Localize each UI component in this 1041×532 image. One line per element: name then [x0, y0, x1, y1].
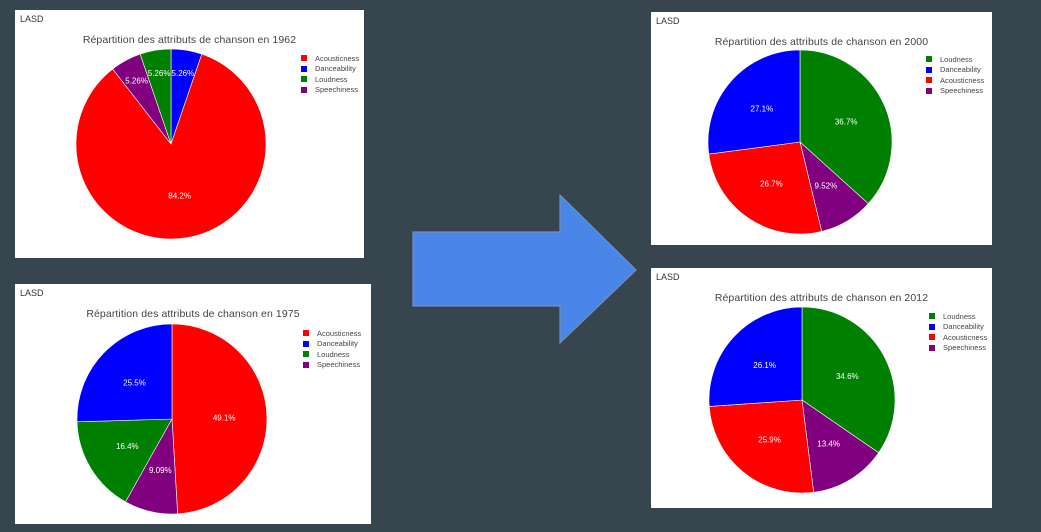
chart-title: Répartition des attributs de chanson en … — [714, 292, 929, 304]
app-label: LASD — [656, 272, 680, 282]
pie-label-speechiness: 9.09% — [149, 466, 172, 475]
legend: Acousticness Danceability Loudness Speec… — [301, 53, 359, 95]
legend-label: Danceability — [317, 339, 358, 349]
legend-item-danceability[interactable]: Danceability — [303, 339, 361, 350]
legend-item-speechiness[interactable]: Speechiness — [926, 86, 984, 97]
pie-label-acousticness: 26.7% — [760, 180, 783, 189]
pie-slice-acousticness[interactable] — [171, 323, 268, 515]
legend-swatch — [303, 330, 309, 337]
legend-label: Danceability — [315, 64, 356, 74]
legend-item-danceability[interactable]: Danceability — [301, 64, 359, 75]
legend-label: Speechiness — [317, 360, 360, 370]
legend-label: Acousticness — [315, 53, 360, 63]
pie-label-loudness: 5.26% — [148, 69, 171, 78]
legend-swatch — [303, 351, 309, 358]
pie-label-speechiness: 9.52% — [815, 182, 838, 191]
legend: Acousticness Danceability Loudness Speec… — [303, 328, 361, 370]
right-arrow-icon — [412, 194, 637, 345]
pie-chart-2000: 36.7% 9.52% 26.7% 27.1% — [707, 49, 893, 235]
legend: Loudness Danceability Acousticness Speec… — [929, 311, 987, 353]
chart-panel-1975: LASD Répartition des attributs de chanso… — [15, 284, 371, 524]
legend-swatch — [301, 65, 307, 72]
pie-label-acousticness: 25.9% — [758, 436, 781, 445]
pie-chart-1975: 49.1% 9.09% 16.4% 25.5% — [76, 323, 268, 515]
legend-item-speechiness[interactable]: Speechiness — [303, 360, 361, 371]
legend-item-speechiness[interactable]: Speechiness — [301, 85, 359, 96]
chart-panel-2012: LASD Répartition des attributs de chanso… — [651, 268, 992, 508]
app-label: LASD — [656, 16, 680, 26]
app-label: LASD — [20, 14, 44, 24]
pie-slice-acousticness[interactable] — [75, 53, 267, 240]
legend-item-danceability[interactable]: Danceability — [929, 322, 987, 333]
pie-slice-loudness[interactable] — [799, 49, 893, 205]
legend-item-speechiness[interactable]: Speechiness — [929, 343, 987, 354]
pie-chart-2012: 34.6% 13.4% 25.9% 26.1% — [708, 306, 896, 494]
pie-label-loudness: 34.6% — [836, 372, 859, 381]
pie-label-speechiness: 5.26% — [125, 77, 148, 86]
legend-item-acousticness[interactable]: Acousticness — [926, 75, 984, 86]
legend-label: Loudness — [317, 349, 350, 359]
pie-label-acousticness: 49.1% — [213, 414, 236, 423]
pie-slice-loudness[interactable] — [801, 306, 896, 454]
legend-item-acousticness[interactable]: Acousticness — [303, 328, 361, 339]
legend-swatch — [929, 344, 935, 351]
legend: Loudness Danceability Acousticness Speec… — [926, 54, 984, 96]
legend-swatch — [926, 77, 932, 84]
legend-label: Acousticness — [940, 75, 985, 85]
pie-slice-acousticness[interactable] — [708, 399, 814, 494]
legend-swatch — [301, 55, 307, 62]
pie-slice-speechiness[interactable] — [801, 399, 880, 493]
legend-item-loudness[interactable]: Loudness — [301, 74, 359, 85]
pie-slice-danceability[interactable] — [708, 306, 803, 407]
legend-swatch — [301, 86, 307, 93]
chart-title: Répartition des attributs de chanson en … — [714, 36, 929, 48]
chart-title: Répartition des attributs de chanson en … — [82, 34, 297, 46]
legend-label: Speechiness — [315, 85, 358, 95]
pie-label-danceability: 27.1% — [751, 105, 774, 114]
chart-panel-1962: LASD Répartition des attributs de chanso… — [15, 10, 364, 258]
pie-label-danceability: 5.26% — [172, 69, 195, 78]
legend-swatch — [926, 66, 932, 73]
legend-label: Acousticness — [317, 328, 362, 338]
pie-label-acousticness: 84.2% — [168, 192, 191, 201]
pie-slice-loudness[interactable] — [76, 418, 173, 503]
legend-label: Loudness — [943, 311, 976, 321]
legend-swatch — [303, 361, 309, 368]
chart-panel-2000: LASD Répartition des attributs de chanso… — [651, 12, 992, 245]
legend-label: Danceability — [940, 65, 981, 75]
pie-slice-acousticness[interactable] — [708, 141, 823, 235]
legend-item-loudness[interactable]: Loudness — [929, 311, 987, 322]
legend-item-acousticness[interactable]: Acousticness — [301, 53, 359, 64]
pie-chart-1962: 5.26%84.2%5.26%5.26% — [75, 48, 267, 240]
pie-label-loudness: 36.7% — [835, 118, 858, 127]
legend-swatch — [929, 313, 935, 320]
pie-slice-loudness[interactable] — [139, 48, 172, 145]
legend-label: Speechiness — [940, 86, 983, 96]
pie-slice-danceability[interactable] — [76, 323, 173, 423]
legend-item-loudness[interactable]: Loudness — [303, 349, 361, 360]
legend-swatch — [303, 340, 309, 347]
legend-label: Loudness — [315, 74, 348, 84]
legend-label: Danceability — [943, 322, 984, 332]
legend-swatch — [926, 87, 932, 94]
pie-label-loudness: 16.4% — [116, 442, 139, 451]
legend-swatch — [926, 56, 932, 63]
legend-item-loudness[interactable]: Loudness — [926, 54, 984, 65]
legend-item-acousticness[interactable]: Acousticness — [929, 332, 987, 343]
pie-label-danceability: 25.5% — [123, 379, 146, 388]
legend-label: Speechiness — [943, 343, 986, 353]
legend-label: Loudness — [940, 54, 973, 64]
chart-title: Répartition des attributs de chanson en … — [86, 308, 300, 320]
pie-label-speechiness: 13.4% — [817, 440, 840, 449]
legend-label: Acousticness — [943, 332, 988, 342]
pie-slice-danceability[interactable] — [707, 49, 801, 155]
app-label: LASD — [20, 288, 44, 298]
legend-swatch — [929, 334, 935, 341]
legend-swatch — [929, 323, 935, 330]
pie-label-danceability: 26.1% — [753, 361, 776, 370]
legend-item-danceability[interactable]: Danceability — [926, 65, 984, 76]
legend-swatch — [301, 76, 307, 83]
